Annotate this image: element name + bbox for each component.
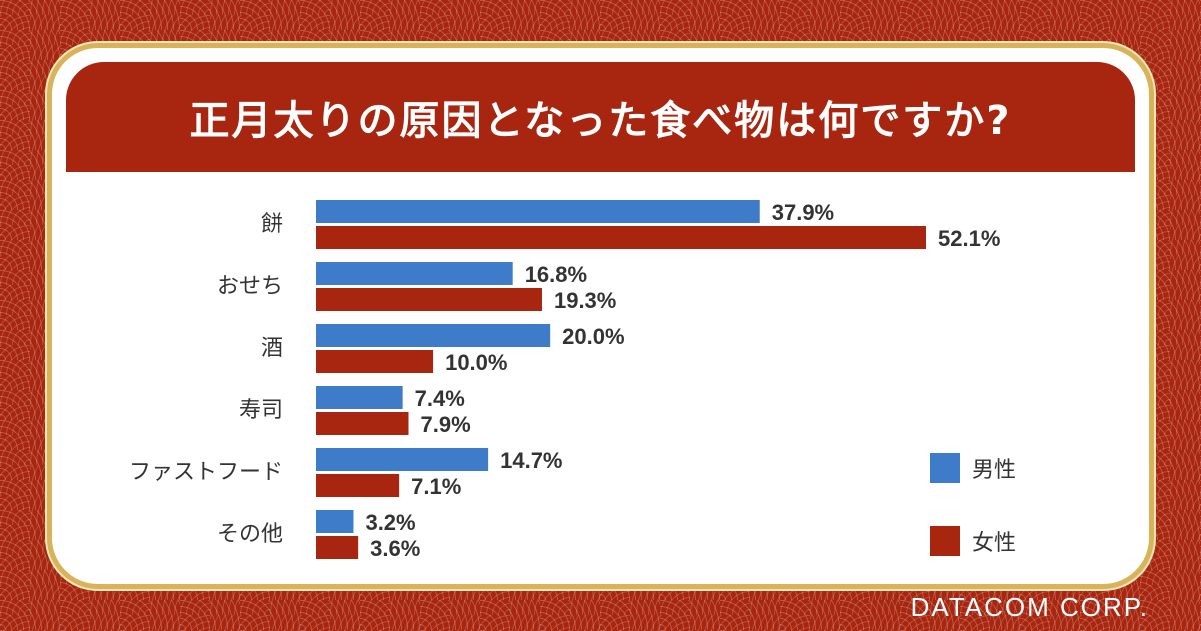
bar-male <box>316 262 513 285</box>
category-label: 寿司 <box>239 398 283 423</box>
category-label: その他 <box>217 522 283 547</box>
bar-female <box>316 350 434 373</box>
chart-panel: 正月太りの原因となった食べ物は何ですか? <box>52 48 1149 584</box>
legend-label-male: 男性 <box>972 458 1016 483</box>
data-label: 37.9% <box>772 200 834 225</box>
bar-female <box>316 474 400 497</box>
data-label: 7.9% <box>420 412 470 437</box>
brand-logo-text: DATACOM CORP. <box>910 592 1149 622</box>
category-label: 餅 <box>261 212 283 237</box>
bar-female <box>316 226 926 249</box>
bar-male <box>316 510 354 533</box>
bar-male <box>316 448 489 471</box>
data-label: 7.1% <box>411 474 461 499</box>
data-label: 52.1% <box>938 226 1000 251</box>
data-label: 3.6% <box>370 536 420 561</box>
data-label: 7.4% <box>415 386 465 411</box>
bar-female <box>316 412 409 435</box>
chart-title: 正月太りの原因となった食べ物は何ですか? <box>189 98 1012 144</box>
data-label: 19.3% <box>554 288 616 313</box>
title-banner: 正月太りの原因となった食べ物は何ですか? <box>66 62 1135 172</box>
bar-female <box>316 536 359 559</box>
category-label: ファストフード <box>129 460 283 485</box>
data-label: 16.8% <box>525 262 587 287</box>
bar-male <box>316 324 551 347</box>
bar-male <box>316 200 760 223</box>
category-label: 酒 <box>261 336 283 361</box>
data-label: 20.0% <box>562 324 624 349</box>
legend-label-female: 女性 <box>972 531 1016 556</box>
data-label: 14.7% <box>500 448 562 473</box>
legend-swatch-female <box>930 526 960 556</box>
bar-female <box>316 288 542 311</box>
data-label: 3.2% <box>365 510 415 535</box>
legend-swatch-male <box>930 453 960 483</box>
data-label: 10.0% <box>445 350 507 375</box>
bar-male <box>316 386 403 409</box>
category-label: おせち <box>217 274 283 299</box>
